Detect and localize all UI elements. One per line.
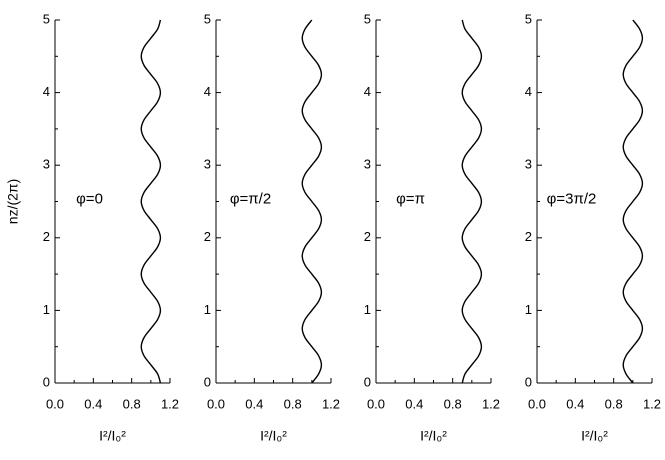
x-tick-label: 1.2 — [482, 396, 500, 411]
x-tick-label: 1.2 — [322, 396, 340, 411]
y-tick-label: 5 — [364, 11, 371, 26]
x-tick-label: 0.0 — [528, 396, 546, 411]
x-tick-label: 0.8 — [444, 396, 462, 411]
y-tick-label: 4 — [43, 84, 50, 99]
y-tick-label: 1 — [525, 302, 532, 317]
y-tick-label: 4 — [364, 84, 371, 99]
annotation: φ=0 — [76, 190, 103, 207]
x-tick-label: 1.2 — [643, 396, 661, 411]
x-tick-label: 0.0 — [367, 396, 385, 411]
x-axis-label: I²/I₀² — [260, 428, 287, 444]
x-tick-label: 0.4 — [566, 396, 584, 411]
x-tick-label: 0.8 — [284, 396, 302, 411]
y-tick-label: 2 — [43, 229, 50, 244]
y-tick-label: 1 — [364, 302, 371, 317]
x-axis-label: I²/I₀² — [420, 428, 447, 444]
y-tick-label: 0 — [43, 374, 50, 389]
x-axis-label: I²/I₀² — [581, 428, 608, 444]
y-tick-label: 2 — [204, 229, 211, 244]
x-axis-label: I²/I₀² — [99, 428, 126, 444]
y-tick-label: 0 — [364, 374, 371, 389]
y-tick-label: 4 — [525, 84, 532, 99]
x-tick-label: 0.4 — [245, 396, 263, 411]
annotation: φ=3π/2 — [547, 190, 597, 207]
annotation: φ=π/2 — [230, 190, 271, 207]
curve — [461, 19, 483, 384]
x-tick-label: 0.4 — [84, 396, 102, 411]
x-tick-label: 0.0 — [46, 396, 64, 411]
x-tick-label: 0.8 — [605, 396, 623, 411]
x-tick-label: 0.0 — [207, 396, 225, 411]
annotation: φ=π — [396, 190, 425, 207]
y-tick-label: 5 — [204, 11, 211, 26]
y-tick-label: 3 — [204, 157, 211, 172]
curve — [301, 19, 323, 384]
curve — [140, 19, 162, 384]
y-tick-label: 0 — [525, 374, 532, 389]
y-tick-label: 4 — [204, 84, 211, 99]
y-tick-label: 2 — [364, 229, 371, 244]
x-tick-label: 0.8 — [123, 396, 141, 411]
y-tick-label: 3 — [43, 157, 50, 172]
y-tick-label: 5 — [43, 11, 50, 26]
curve — [622, 19, 644, 384]
y-tick-label: 1 — [204, 302, 211, 317]
y-tick-label: 5 — [525, 11, 532, 26]
x-tick-label: 1.2 — [161, 396, 179, 411]
x-tick-label: 0.4 — [405, 396, 423, 411]
y-tick-label: 0 — [204, 374, 211, 389]
y-tick-label: 2 — [525, 229, 532, 244]
y-tick-label: 3 — [364, 157, 371, 172]
y-tick-label: 1 — [43, 302, 50, 317]
y-axis-label: nz/(2π) — [5, 179, 21, 224]
y-tick-label: 3 — [525, 157, 532, 172]
